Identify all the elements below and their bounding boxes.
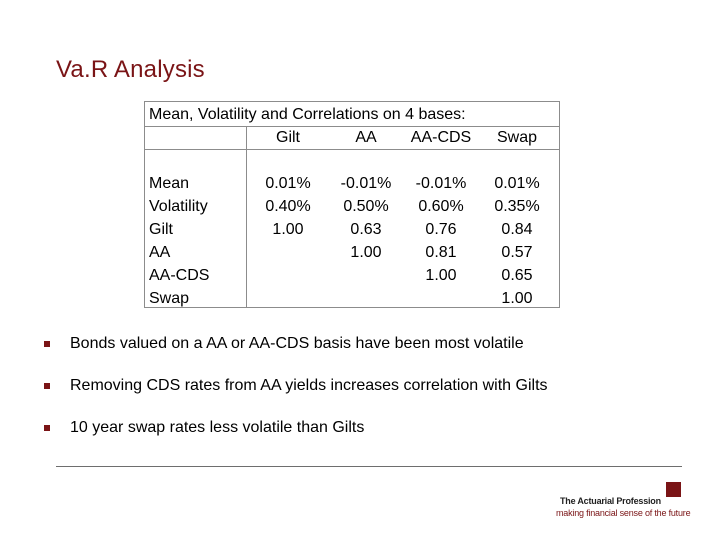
table-cell: 1.00	[272, 221, 304, 238]
table-cell: 0.50%	[343, 198, 389, 215]
table-cell: 0.65	[501, 267, 533, 284]
table-cell: 0.01%	[494, 175, 540, 192]
logo-square-icon	[666, 482, 681, 497]
table-cell: 0.60%	[418, 198, 464, 215]
table-cell: 1.00	[425, 267, 457, 284]
caption-divider	[145, 126, 559, 127]
logo-name: The Actuarial Profession	[560, 496, 661, 506]
bullet-text: 10 year swap rates less volatile than Gi…	[70, 419, 365, 436]
bullet-square-icon	[44, 383, 50, 389]
row-label-mean: Mean	[149, 175, 190, 192]
footer-divider	[56, 466, 682, 467]
column-header-swap: Swap	[496, 129, 538, 146]
table-cell: 0.01%	[265, 175, 311, 192]
bullet-text: Bonds valued on a AA or AA-CDS basis hav…	[70, 335, 524, 352]
header-divider	[145, 149, 559, 150]
column-header-aa-cds: AA-CDS	[410, 129, 472, 146]
column-header-gilt: Gilt	[276, 129, 300, 146]
table-cell: 1.00	[350, 244, 382, 261]
bullet-square-icon	[44, 341, 50, 347]
table-cell: 0.57	[501, 244, 533, 261]
logo-tagline: making financial sense of the future	[556, 508, 691, 518]
table-cell: 0.35%	[494, 198, 540, 215]
column-header-aa: AA	[355, 129, 377, 146]
statistics-table: Mean, Volatility and Correlations on 4 b…	[144, 101, 560, 308]
table-cell: 0.84	[501, 221, 533, 238]
bullet-square-icon	[44, 425, 50, 431]
slide-title: Va.R Analysis	[56, 56, 205, 83]
row-label-swap: Swap	[149, 290, 190, 307]
row-label-gilt: Gilt	[149, 221, 173, 238]
label-column-divider	[246, 126, 247, 307]
table-cell: 0.81	[425, 244, 457, 261]
table-cell: 0.76	[425, 221, 457, 238]
table-cell: -0.01%	[340, 175, 392, 192]
table-cell: 0.63	[350, 221, 382, 238]
table-cell: 0.40%	[265, 198, 311, 215]
table-caption: Mean, Volatility and Correlations on 4 b…	[149, 106, 466, 123]
table-cell: -0.01%	[415, 175, 467, 192]
row-label-aa-cds: AA-CDS	[149, 267, 210, 284]
row-label-volatility: Volatility	[149, 198, 208, 215]
table-cell: 1.00	[501, 290, 533, 307]
row-label-aa: AA	[149, 244, 171, 261]
bullet-text: Removing CDS rates from AA yields increa…	[70, 377, 548, 394]
